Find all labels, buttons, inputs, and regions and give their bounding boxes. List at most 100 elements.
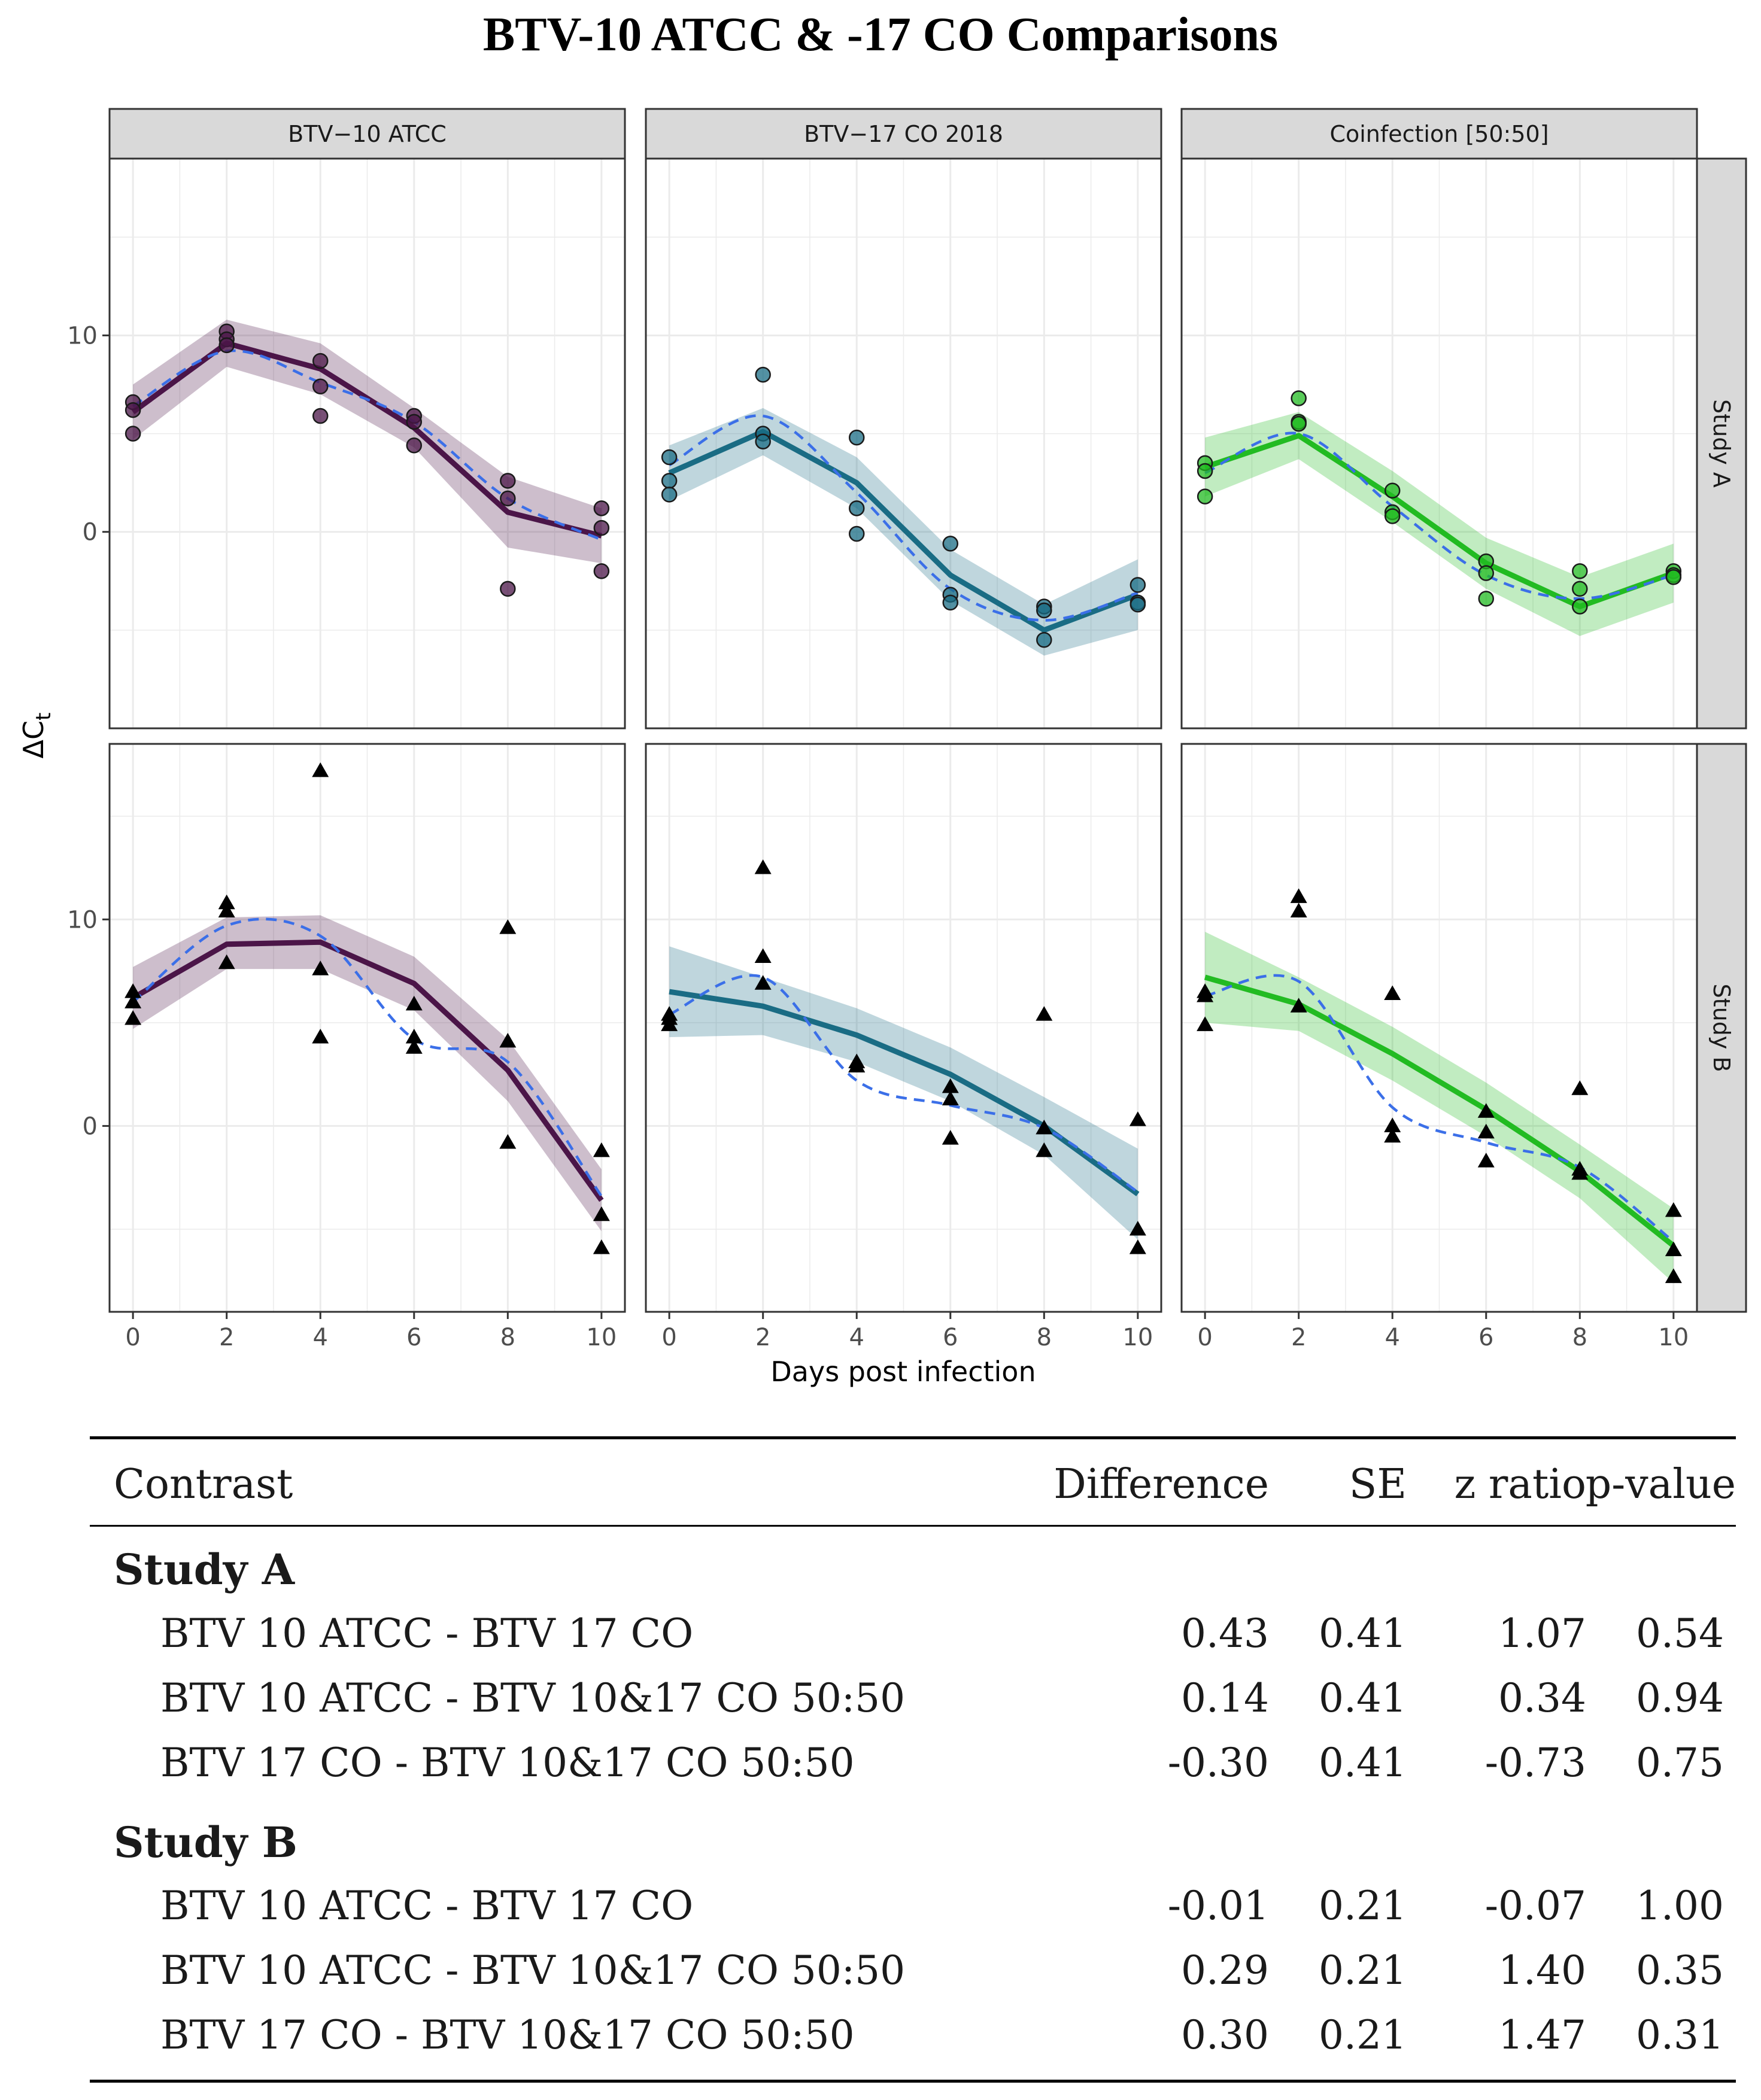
data-point xyxy=(848,525,865,542)
z-ratio-cell: 0.34 xyxy=(1498,1675,1586,1721)
x-tick-label: 0 xyxy=(125,1324,140,1351)
facet-panel xyxy=(645,157,1162,730)
z-ratio-cell: -0.73 xyxy=(1484,1740,1586,1786)
fit-line xyxy=(1204,433,1675,609)
difference-cell: 0.14 xyxy=(1181,1675,1269,1721)
z-ratio-cell: 1.47 xyxy=(1498,2012,1586,2058)
faceted-line-chart: BTV−10 ATCC BTV−17 CO 2018 Coinfection [50… xyxy=(17,108,1747,1388)
se-cell: 0.21 xyxy=(1319,2012,1407,2058)
data-point xyxy=(1130,577,1146,593)
data-point xyxy=(1291,415,1307,432)
header-se: SE xyxy=(1349,1461,1407,1508)
group-label-study-b: Study B xyxy=(114,1818,297,1867)
data-point xyxy=(500,473,516,489)
data-point xyxy=(593,500,610,516)
contrast-cell: BTV 10 ATCC - BTV 17 CO xyxy=(160,1883,694,1929)
data-point xyxy=(1477,1123,1495,1139)
data-point xyxy=(1290,998,1307,1013)
contrast-cell: BTV 10 ATCC - BTV 10&17 CO 50:50 xyxy=(160,1947,906,1993)
data-point xyxy=(848,500,865,516)
data-point xyxy=(1572,563,1588,579)
data-point xyxy=(1384,508,1401,524)
data-point xyxy=(125,402,141,418)
facet-panel: 0 2 4 6 8 10 xyxy=(645,743,1162,1351)
p-value-cell: 0.94 xyxy=(1636,1675,1724,1721)
figure-title: BTV-10 ATCC & -17 CO Comparisons xyxy=(482,8,1279,61)
row-strip-label: Study B xyxy=(1708,984,1735,1072)
data-point xyxy=(1384,1128,1401,1143)
data-point xyxy=(942,1130,959,1145)
confidence-band xyxy=(133,320,602,564)
x-tick-label: 10 xyxy=(586,1324,617,1351)
column-strip xyxy=(1180,108,1698,160)
data-point xyxy=(1571,1165,1589,1180)
y-axis-title: ΔCt xyxy=(17,713,56,759)
data-point xyxy=(755,366,771,383)
contrast-cell: BTV 17 CO - BTV 10&17 CO 50:50 xyxy=(160,1740,855,1786)
difference-cell: 0.30 xyxy=(1181,2012,1269,2058)
p-value-cell: 0.54 xyxy=(1636,1610,1724,1657)
panel-border xyxy=(108,157,626,730)
table-header-rule xyxy=(90,1525,1736,1527)
column-strip xyxy=(108,108,626,160)
data-point xyxy=(1130,596,1146,613)
panel-border xyxy=(645,157,1162,730)
data-point xyxy=(1036,632,1052,648)
data-point xyxy=(754,975,772,990)
data-point xyxy=(499,1032,517,1048)
contrast-cell: BTV 17 CO - BTV 10&17 CO 50:50 xyxy=(160,2012,855,2058)
data-point xyxy=(1571,1080,1589,1095)
data-point xyxy=(218,337,235,354)
table-bottom-rule xyxy=(90,2080,1736,2083)
difference-cell: -0.01 xyxy=(1167,1883,1269,1929)
x-tick-label: 0 xyxy=(661,1324,676,1351)
group-label-study-a: Study A xyxy=(114,1545,295,1594)
data-point xyxy=(1197,463,1213,479)
data-point xyxy=(848,1057,866,1072)
data-point xyxy=(1477,1103,1495,1118)
data-point xyxy=(661,1016,678,1031)
data-point xyxy=(1384,482,1401,499)
data-point xyxy=(405,995,423,1011)
row-strip xyxy=(1696,743,1747,1313)
p-value-cell: 0.75 xyxy=(1636,1740,1724,1786)
data-point xyxy=(1197,488,1213,505)
data-point xyxy=(754,948,772,963)
x-tick-label: 10 xyxy=(1658,1324,1689,1351)
data-point xyxy=(942,1090,959,1106)
panel-border xyxy=(1180,157,1698,730)
data-point xyxy=(312,378,329,395)
data-point xyxy=(406,414,423,430)
table-top-rule xyxy=(90,1436,1736,1439)
difference-cell: -0.30 xyxy=(1167,1740,1269,1786)
fit-line xyxy=(131,939,604,1202)
data-point xyxy=(312,352,329,369)
data-point xyxy=(1129,1239,1146,1254)
se-cell: 0.41 xyxy=(1319,1675,1407,1721)
data-point xyxy=(218,954,235,970)
header-p-value: p-value xyxy=(1585,1461,1736,1508)
facet-panel xyxy=(1180,157,1698,730)
confidence-band xyxy=(1205,932,1674,1283)
p-value-cell: 0.31 xyxy=(1636,2012,1724,2058)
data-point xyxy=(218,902,235,918)
fit-line xyxy=(1204,974,1675,1248)
y-tick-label: 0 xyxy=(83,1113,98,1140)
data-point xyxy=(500,581,516,597)
header-difference: Difference xyxy=(1053,1461,1269,1508)
data-point xyxy=(405,1039,423,1054)
column-strip-label: BTV−17 CO 2018 xyxy=(804,121,1003,147)
data-point xyxy=(1290,888,1307,903)
se-cell: 0.21 xyxy=(1319,1883,1407,1929)
data-point xyxy=(1384,985,1401,1001)
facet-panel: 0 10 xyxy=(67,157,626,730)
header-contrast: Contrast xyxy=(114,1461,293,1508)
data-point xyxy=(848,429,865,446)
data-point xyxy=(406,437,423,454)
fit-line xyxy=(668,428,1139,633)
data-point xyxy=(1665,1202,1682,1217)
data-point xyxy=(593,563,610,579)
row-strip-label: Study A xyxy=(1708,399,1735,488)
panel-border xyxy=(1180,743,1698,1313)
confidence-band xyxy=(669,946,1138,1240)
